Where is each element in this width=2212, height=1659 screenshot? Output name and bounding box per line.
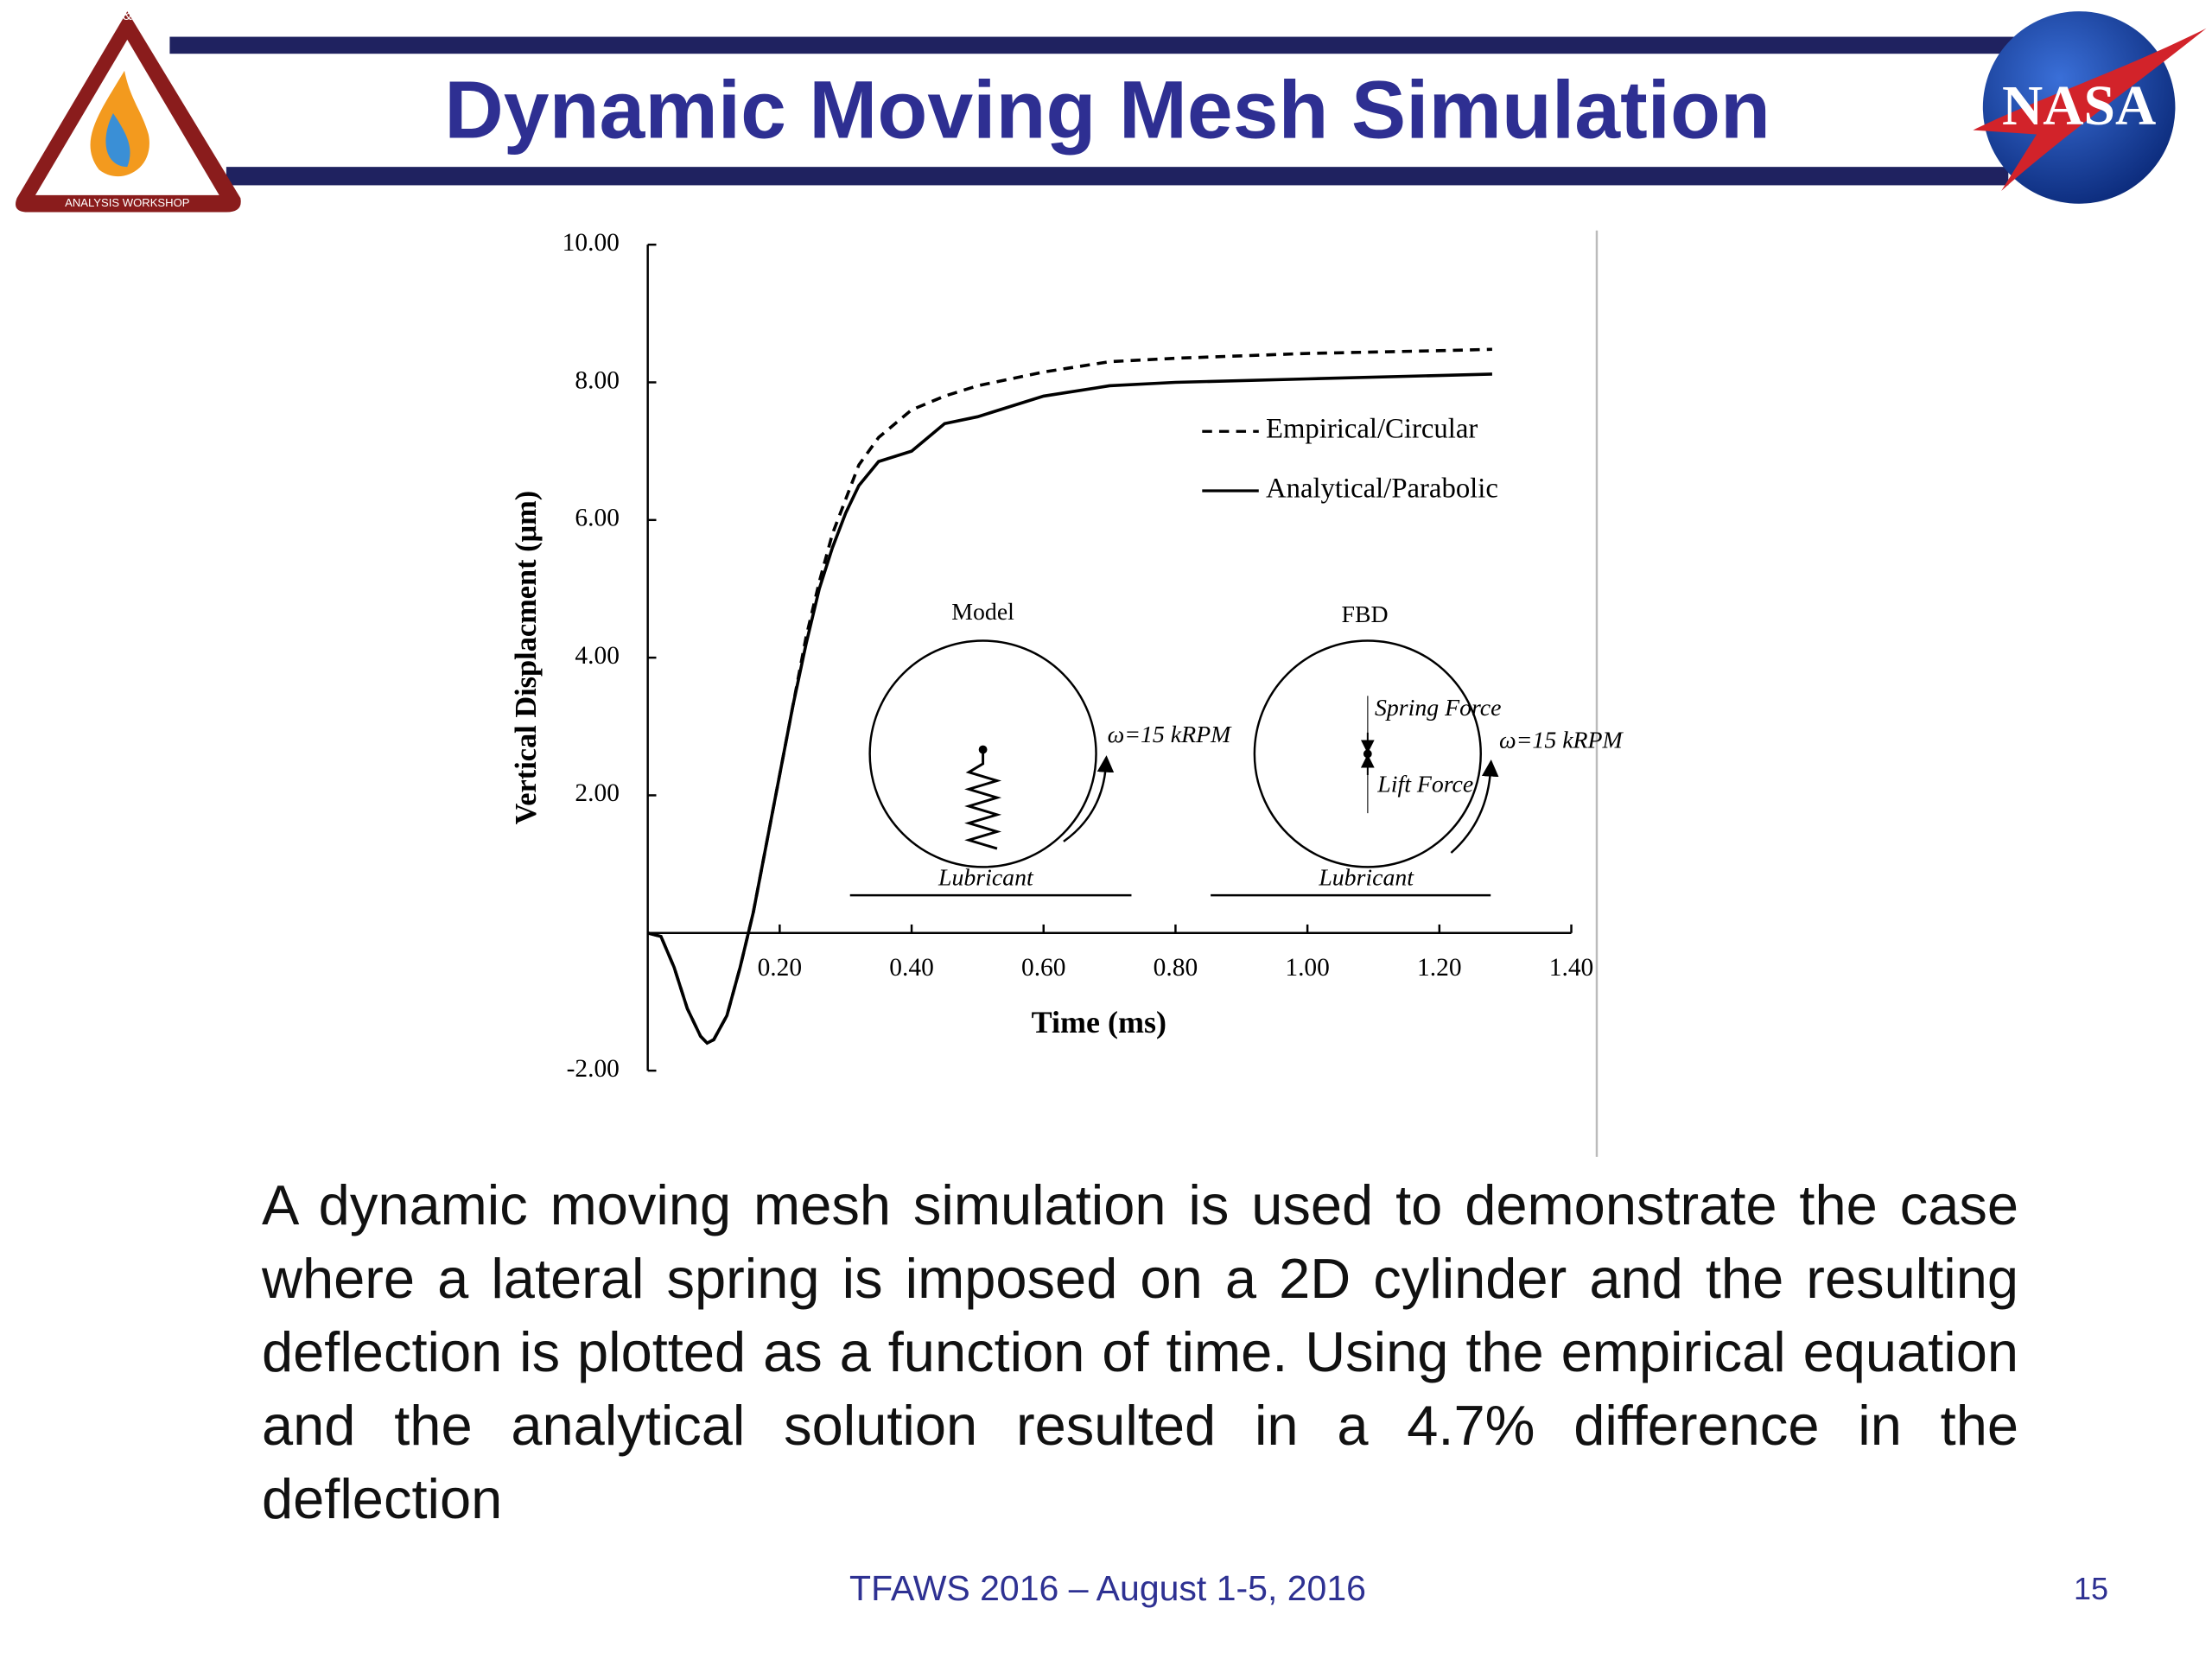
inset-model: Model ω=15 kRPM Lubricant — [849, 599, 1232, 897]
x-tick-label: 1.00 — [1285, 954, 1330, 982]
inset-label: Lift Force — [1376, 771, 1473, 798]
y-axis-title: Vertical Displacment (μm) — [510, 491, 543, 825]
x-tick-label: 0.40 — [889, 954, 934, 982]
footer-event: TFAWS 2016 – August 1-5, 2016 — [849, 1568, 1366, 1608]
y-tick-label: 6.00 — [575, 505, 620, 532]
x-tick-label: 1.40 — [1549, 954, 1594, 982]
inset-fbd: FBD Spring Force Lift Force ω=15 kRPM Lu… — [1211, 601, 1624, 897]
series-line — [647, 347, 1492, 1046]
x-tick-label: 0.20 — [758, 954, 803, 982]
y-tick-label: 8.00 — [575, 366, 620, 394]
x-tick-label: 1.20 — [1417, 954, 1462, 982]
y-tick-label: 10.00 — [563, 229, 620, 257]
x-tick-label: 0.80 — [1154, 954, 1198, 982]
series-line — [647, 372, 1492, 1046]
y-tick-label: 2.00 — [575, 779, 620, 807]
inset-label: Spring Force — [1375, 695, 1502, 721]
y-tick-label: 4.00 — [575, 642, 620, 670]
logo-text: & — [123, 8, 132, 23]
inset-label: ω=15 kRPM — [1499, 728, 1624, 754]
inset-label: Lubricant — [1318, 864, 1414, 891]
inset-title: Model — [951, 599, 1014, 626]
header-bar — [169, 36, 2023, 54]
page-number: 15 — [2073, 1571, 2109, 1606]
logo-text: ANALYSIS WORKSHOP — [65, 196, 190, 209]
nasa-logo: NASA — [1973, 11, 2207, 204]
x-axis-title: Time (ms) — [1032, 1005, 1166, 1039]
logo-text: NASA — [2002, 75, 2156, 137]
legend-label: Empirical/Circular — [1266, 414, 1478, 445]
inset-label: ω=15 kRPM — [1108, 721, 1232, 748]
slide-title: Dynamic Moving Mesh Simulation — [444, 64, 1770, 156]
legend-label: Analytical/Parabolic — [1266, 473, 1498, 504]
header-bar — [226, 167, 2009, 186]
inset-title: FBD — [1341, 601, 1388, 628]
body-paragraph: A dynamic moving mesh simulation is used… — [262, 1173, 2018, 1530]
x-tick-label: 0.60 — [1021, 954, 1066, 982]
y-tick-label: -2.00 — [567, 1055, 620, 1083]
inset-label: Lubricant — [938, 864, 1034, 891]
